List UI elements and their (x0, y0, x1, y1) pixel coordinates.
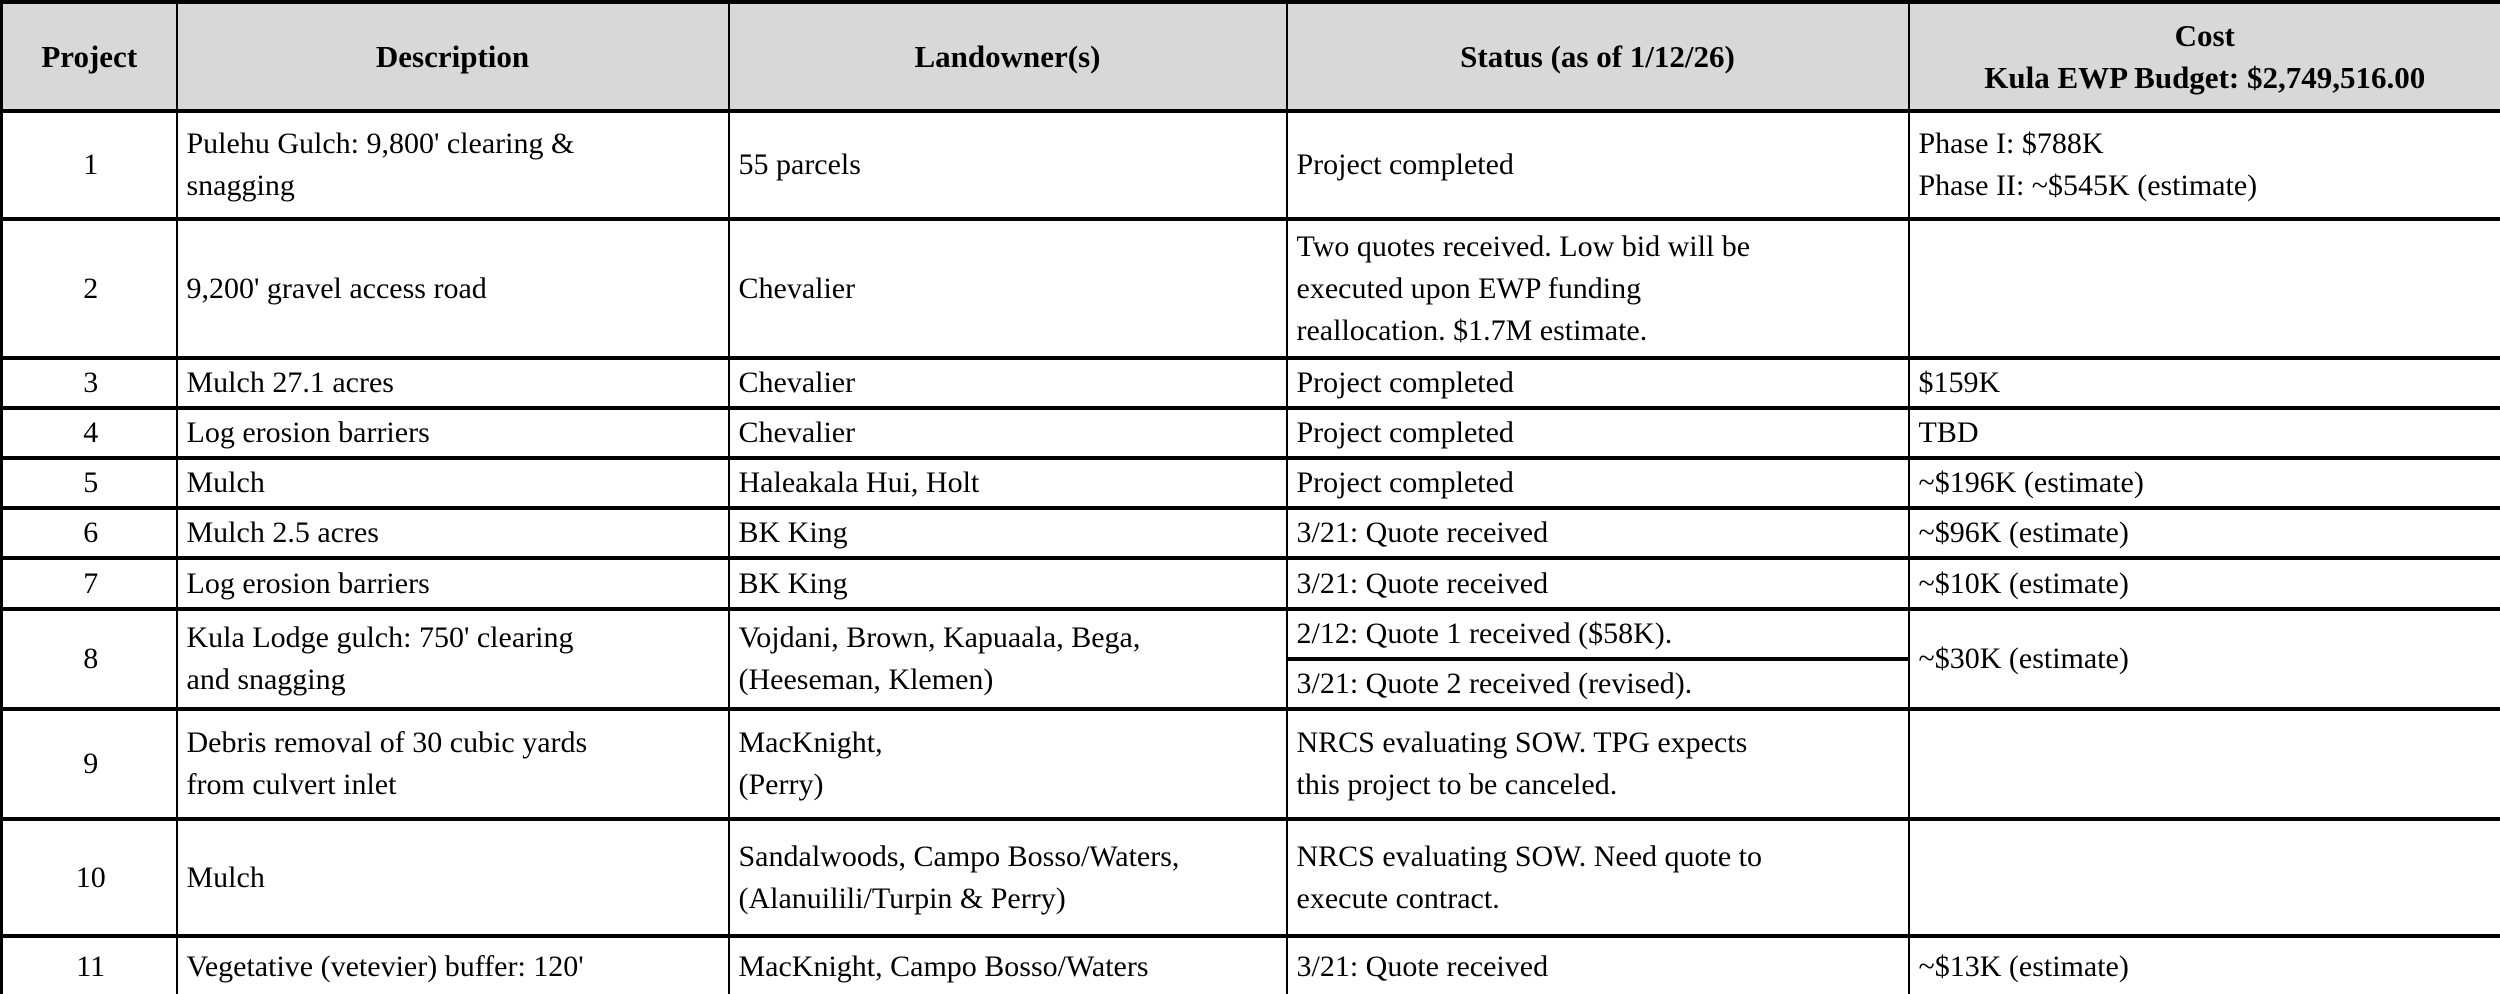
table-row-6: 6 Mulch 2.5 acres BK King 3/21: Quote re… (0, 506, 2500, 560)
project-description: Pulehu Gulch: 9,800' clearing & snagging (175, 109, 730, 221)
project-cost: TBD (1907, 406, 2500, 460)
project-landowners: MacKnight, Campo Bosso/Waters (727, 934, 1288, 994)
project-status: Project completed (1285, 456, 1910, 510)
project-status-quote-2: 3/21: Quote 2 received (revised). (1285, 657, 1910, 711)
project-status: 3/21: Quote received (1285, 506, 1910, 560)
project-status: Two quotes received. Low bid will be exe… (1285, 217, 1910, 360)
project-description: Debris removal of 30 cubic yards from cu… (175, 707, 730, 821)
project-number: 9 (0, 707, 178, 821)
project-landowners: Chevalier (727, 217, 1288, 360)
project-cost (1907, 707, 2500, 821)
table-row-8: 8 Kula Lodge gulch: 750' clearing and sn… (0, 607, 2500, 711)
project-status: Project completed (1285, 406, 1910, 460)
col-header-description: Description (175, 0, 730, 113)
project-description: Mulch 27.1 acres (175, 356, 730, 410)
project-cost: ~$30K (estimate) (1907, 607, 2500, 711)
col-header-status: Status (as of 1/12/26) (1285, 0, 1910, 113)
project-number: 10 (0, 817, 178, 938)
project-landowners: Sandalwoods, Campo Bosso/Waters, (Alanui… (727, 817, 1288, 938)
project-number: 5 (0, 456, 178, 510)
project-cost (1907, 817, 2500, 938)
project-landowners: MacKnight, (Perry) (727, 707, 1288, 821)
project-description: 9,200' gravel access road (175, 217, 730, 360)
project-landowners: Vojdani, Brown, Kapuaala, Bega, (Heesema… (727, 607, 1288, 711)
project-cost: ~$96K (estimate) (1907, 506, 2500, 560)
project-number: 2 (0, 217, 178, 360)
project-cost: ~$13K (estimate) (1907, 934, 2500, 994)
table-row-1: 1 Pulehu Gulch: 9,800' clearing & snaggi… (0, 109, 2500, 221)
project-status: NRCS evaluating SOW. Need quote to execu… (1285, 817, 1910, 938)
project-landowners: Chevalier (727, 356, 1288, 410)
project-description: Kula Lodge gulch: 750' clearing and snag… (175, 607, 730, 711)
project-cost: $159K (1907, 356, 2500, 410)
col-header-project: Project (0, 0, 178, 113)
project-number: 8 (0, 607, 178, 711)
project-description: Vegetative (vetevier) buffer: 120' (175, 934, 730, 994)
table-row-8-substatus: 3/21: Quote 2 received (revised). (2, 657, 2500, 711)
project-number: 3 (0, 356, 178, 410)
project-description: Mulch (175, 817, 730, 938)
project-status: 3/21: Quote received (1285, 934, 1910, 994)
table-row-3: 3 Mulch 27.1 acres Chevalier Project com… (0, 356, 2500, 410)
project-landowners: Chevalier (727, 406, 1288, 460)
project-description: Mulch (175, 456, 730, 510)
project-landowners: BK King (727, 506, 1288, 560)
table-row-5: 5 Mulch Haleakala Hui, Holt Project comp… (0, 456, 2500, 510)
project-status: Project completed (1285, 356, 1910, 410)
project-number: 6 (0, 506, 178, 560)
project-cost: Phase I: $788K Phase II: ~$545K (estimat… (1907, 109, 2500, 221)
project-landowners: BK King (727, 556, 1288, 611)
col-header-landowners: Landowner(s) (727, 0, 1288, 113)
project-number: 7 (0, 556, 178, 611)
project-number: 11 (0, 934, 178, 994)
table-row-4: 4 Log erosion barriers Chevalier Project… (0, 406, 2500, 460)
project-status: Project completed (1285, 109, 1910, 221)
table-row-2: 2 9,200' gravel access road Chevalier Tw… (0, 217, 2500, 360)
project-description: Log erosion barriers (175, 406, 730, 460)
project-description: Log erosion barriers (175, 556, 730, 611)
project-status-quote-1: 2/12: Quote 1 received ($58K). (1285, 607, 1910, 661)
project-status: NRCS evaluating SOW. TPG expects this pr… (1285, 707, 1910, 821)
project-cost: ~$10K (estimate) (1907, 556, 2500, 611)
project-number: 1 (0, 109, 178, 221)
project-status: 3/21: Quote received (1285, 556, 1910, 611)
project-description: Mulch 2.5 acres (175, 506, 730, 560)
table-row-10: 10 Mulch Sandalwoods, Campo Bosso/Waters… (0, 817, 2500, 938)
header-row: Project Description Landowner(s) Status … (0, 0, 2500, 113)
col-header-cost: Cost Kula EWP Budget: $2,749,516.00 (1907, 0, 2500, 113)
project-cost: ~$196K (estimate) (1907, 456, 2500, 510)
table-row-7: 7 Log erosion barriers BK King 3/21: Quo… (0, 556, 2500, 611)
table-row-9: 9 Debris removal of 30 cubic yards from … (0, 707, 2500, 821)
project-landowners: 55 parcels (727, 109, 1288, 221)
table-row-11: 11 Vegetative (vetevier) buffer: 120' Ma… (0, 934, 2500, 994)
project-number: 4 (0, 406, 178, 460)
project-landowners: Haleakala Hui, Holt (727, 456, 1288, 510)
project-cost (1907, 217, 2500, 360)
